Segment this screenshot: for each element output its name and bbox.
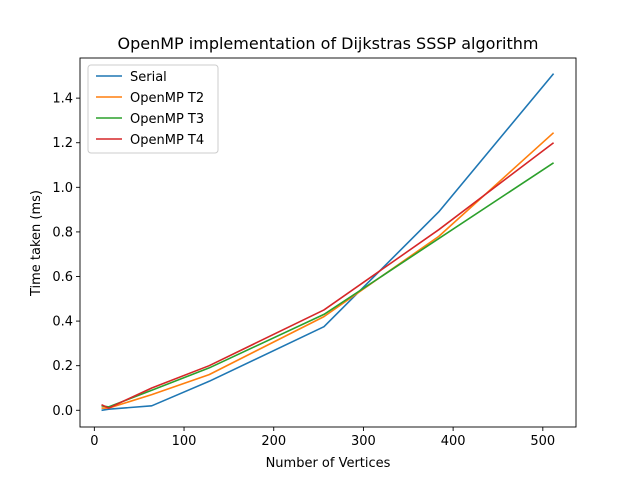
legend-label: OpenMP T2 [130, 91, 204, 106]
legend-box [87, 64, 219, 154]
chart-title: OpenMP implementation of Dijkstras SSSP … [118, 34, 539, 53]
x-axis-label: Number of Vertices [266, 456, 391, 471]
y-tick-label: 0.0 [52, 404, 73, 419]
axes-frame [79, 57, 577, 428]
y-tick-label: 1.4 [52, 92, 73, 107]
x-tick-label: 300 [351, 434, 376, 449]
series-line-openmp-t4 [101, 142, 555, 409]
y-tick-label: 1.0 [52, 181, 73, 196]
plot-area: 0 100 200 300 400 500 0.0 0.2 0.4 0.6 0.8 1.0 1.2 1.4 [52, 57, 577, 449]
x-tick-label: 500 [530, 434, 555, 449]
series-line-openmp-t2 [101, 132, 555, 409]
y-tick-label: 0.8 [52, 225, 73, 240]
x-tick-label: 100 [172, 434, 197, 449]
series-line-serial [101, 73, 555, 412]
y-tick-label: 0.4 [52, 315, 73, 330]
x-tick-label: 400 [441, 434, 466, 449]
y-tick-label: 0.6 [52, 270, 73, 285]
y-tick-label: 0.2 [52, 359, 73, 374]
legend-label: OpenMP T4 [130, 133, 204, 148]
y-tick-label: 1.2 [52, 136, 73, 151]
y-axis-label: Time taken (ms) [29, 190, 44, 297]
series-line-openmp-t3 [101, 162, 555, 408]
legend: Serial OpenMP T2 OpenMP T3 OpenMP T4 [87, 64, 219, 154]
x-tick-label: 200 [261, 434, 286, 449]
legend-label: Serial [130, 70, 167, 85]
x-tick-label: 0 [90, 434, 98, 449]
legend-label: OpenMP T3 [130, 112, 204, 127]
